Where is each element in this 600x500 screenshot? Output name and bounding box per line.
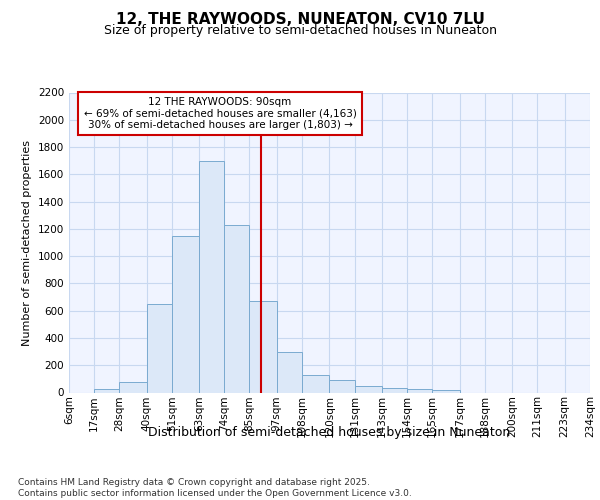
Bar	[329, 380, 355, 392]
Y-axis label: Number of semi-detached properties: Number of semi-detached properties	[22, 140, 32, 346]
Bar	[407, 389, 432, 392]
Text: 12 THE RAYWOODS: 90sqm
← 69% of semi-detached houses are smaller (4,163)
30% of : 12 THE RAYWOODS: 90sqm ← 69% of semi-det…	[83, 97, 356, 130]
Bar	[277, 352, 302, 393]
Bar	[432, 390, 460, 392]
Text: 12, THE RAYWOODS, NUNEATON, CV10 7LU: 12, THE RAYWOODS, NUNEATON, CV10 7LU	[116, 12, 484, 28]
Bar	[355, 386, 382, 392]
Text: Contains HM Land Registry data © Crown copyright and database right 2025.
Contai: Contains HM Land Registry data © Crown c…	[18, 478, 412, 498]
Bar	[224, 225, 250, 392]
Text: Size of property relative to semi-detached houses in Nuneaton: Size of property relative to semi-detach…	[104, 24, 497, 37]
Bar	[302, 375, 329, 392]
Bar	[250, 301, 277, 392]
Text: Distribution of semi-detached houses by size in Nuneaton: Distribution of semi-detached houses by …	[148, 426, 510, 439]
Bar	[199, 160, 224, 392]
Bar	[94, 389, 119, 392]
Bar	[172, 236, 199, 392]
Bar	[382, 388, 407, 392]
Bar	[119, 382, 146, 392]
Bar	[146, 304, 172, 392]
